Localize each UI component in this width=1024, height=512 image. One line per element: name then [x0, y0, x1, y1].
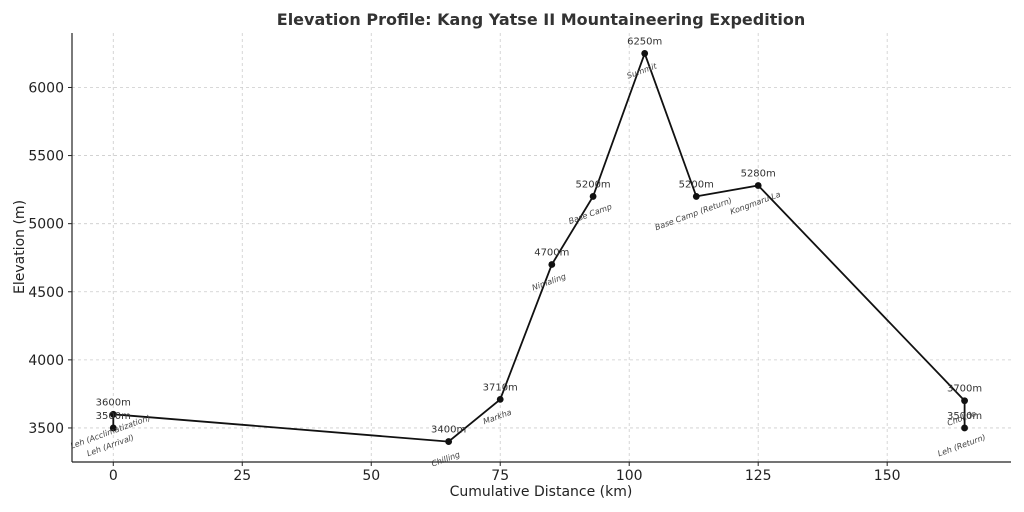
- y-tick-label: 5500: [28, 149, 64, 165]
- data-point: [109, 410, 117, 418]
- data-point: [109, 424, 117, 432]
- elevation-label: 3600m: [96, 397, 131, 408]
- data-point: [589, 193, 597, 200]
- x-tick-label: 125: [745, 468, 772, 484]
- x-tick-label: 50: [362, 468, 380, 484]
- y-axis-label: Elevation (m): [12, 200, 28, 294]
- y-tick-label: 4000: [28, 353, 64, 369]
- elevation-label: 4700m: [534, 248, 569, 259]
- location-label: Base Camp: [567, 202, 613, 226]
- y-tick-label: 5000: [28, 217, 64, 233]
- data-point: [961, 424, 968, 432]
- elevation-label: 3500m: [96, 411, 131, 422]
- location-label: Nimaling: [531, 272, 567, 293]
- data-point: [641, 50, 649, 57]
- elevation-label: 3500m: [947, 411, 982, 422]
- chart-title: Elevation Profile: Kang Yatse II Mountai…: [277, 10, 805, 29]
- data-point: [754, 182, 762, 189]
- elevation-label: 3710m: [483, 382, 518, 393]
- y-tick-label: 6000: [28, 80, 64, 96]
- location-label: Base Camp (Return): [654, 196, 733, 232]
- data-point: [496, 395, 504, 403]
- x-axis-label: Cumulative Distance (km): [450, 484, 633, 500]
- elevation-label: 5200m: [679, 179, 714, 190]
- elevation-label: 3400m: [431, 425, 466, 436]
- series-layer: [109, 50, 968, 445]
- x-tick-label: 0: [109, 468, 118, 484]
- location-label: Chilling: [430, 450, 461, 469]
- x-tick-label: 25: [233, 468, 251, 484]
- elevation-label: 3700m: [947, 384, 982, 395]
- data-point: [961, 397, 968, 405]
- elevation-label: 6250m: [627, 36, 662, 47]
- x-tick-label: 75: [491, 468, 509, 484]
- data-point: [692, 193, 700, 200]
- y-tick-label: 4500: [28, 285, 64, 301]
- x-tick-label: 100: [616, 468, 643, 484]
- x-tick-label: 150: [874, 468, 901, 484]
- data-point: [445, 438, 453, 445]
- y-tick-label: 3500: [28, 421, 64, 437]
- data-point: [548, 261, 556, 268]
- elevation-label: 5200m: [575, 179, 610, 190]
- axes: 0 25 50 75 100 125 150 3500 4000 4500 5000 5500 6000: [28, 33, 1011, 484]
- elevation-label: 5280m: [741, 169, 776, 180]
- location-label: Leh (Return): [937, 433, 987, 459]
